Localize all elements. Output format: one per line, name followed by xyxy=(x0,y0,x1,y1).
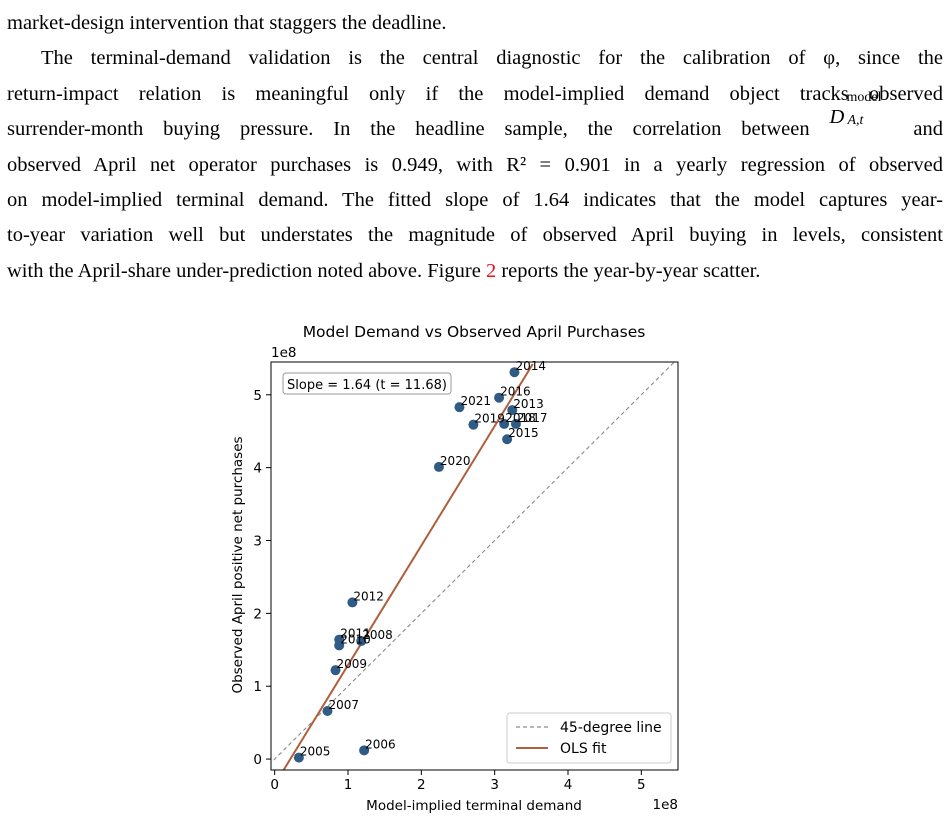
point-label-2009: 2009 xyxy=(337,657,368,671)
x-tick-label: 5 xyxy=(637,777,646,793)
point-label-2008: 2008 xyxy=(362,628,393,642)
point-label-2021: 2021 xyxy=(460,394,491,408)
legend: 45-degree line OLS fit xyxy=(506,712,672,764)
y-axis-label: Observed April positive net purchases xyxy=(230,436,246,693)
x-tick-label: 1 xyxy=(344,777,353,793)
slope-annotation-text: Slope = 1.64 (t = 11.68) xyxy=(287,378,447,393)
point-label-2015: 2015 xyxy=(508,426,539,440)
paper-body-text: market-design intervention that staggers… xyxy=(7,6,943,289)
d-symbol: D xyxy=(829,106,845,129)
d-subscript: A,t xyxy=(847,113,864,129)
point-label-2019: 2019 xyxy=(474,412,505,426)
data-point-2021 xyxy=(454,402,465,413)
point-label-2010: 2010 xyxy=(340,632,371,646)
data-point-2005 xyxy=(293,752,304,763)
point-label-2018: 2018 xyxy=(505,411,536,425)
data-point-2008 xyxy=(356,636,367,647)
x-tick-label: 3 xyxy=(490,777,499,793)
figure-2-link[interactable]: 2 xyxy=(485,259,497,282)
legend-box xyxy=(506,712,672,764)
plot-frame xyxy=(270,361,679,771)
y-tick-label: 2 xyxy=(253,606,262,622)
point-label-2006: 2006 xyxy=(365,737,396,751)
plot-area xyxy=(271,362,678,770)
point-label-2005: 2005 xyxy=(300,745,331,759)
data-point-2006 xyxy=(359,745,370,756)
data-point-2007 xyxy=(322,705,333,716)
point-label-2012: 2012 xyxy=(353,589,384,603)
paragraph-line-7-b: reports the year-by-year scatter. xyxy=(501,259,761,282)
y-tick-label: 3 xyxy=(253,534,262,550)
x-tick-label: 2 xyxy=(417,777,426,793)
x-axis-label: Model-implied terminal demand xyxy=(366,798,582,814)
point-label-2014: 2014 xyxy=(515,359,546,373)
legend-ols-label: OLS fit xyxy=(560,741,607,757)
paragraph-line-3-b: and xyxy=(913,118,944,141)
x-offset-label: 1e8 xyxy=(653,797,678,813)
paragraph-line-7: with the April-share under-prediction no… xyxy=(7,254,943,289)
slope-annotation-box xyxy=(282,372,452,395)
paragraph-line-4: observed April net operator purchases is… xyxy=(7,153,943,176)
paragraph-line-2: return-impact relation is meaningful onl… xyxy=(7,82,943,105)
data-point-2012 xyxy=(347,597,358,608)
data-points xyxy=(293,367,521,763)
y-tick-label: 5 xyxy=(253,388,262,404)
y-tick-label: 4 xyxy=(253,461,262,477)
ols-fit-line xyxy=(282,363,534,770)
data-point-2020 xyxy=(433,461,444,472)
data-point-2011 xyxy=(334,634,345,645)
paragraph-line-1: The terminal-demand validation is the ce… xyxy=(41,47,943,70)
data-point-2015 xyxy=(502,434,513,445)
data-point-2016 xyxy=(494,392,505,403)
legend-45-line-label: 45-degree line xyxy=(560,720,662,736)
paragraph-line-7-a: with the April-share under-prediction no… xyxy=(7,259,481,282)
d-superscript: model xyxy=(846,90,882,106)
y-tick-label: 0 xyxy=(253,752,262,768)
paragraph-line-3: surrender-month buying pressure. In the … xyxy=(7,91,944,147)
diagonal-45-line xyxy=(271,362,676,764)
x-tick-label: 0 xyxy=(270,777,279,793)
slope-annotation: Slope = 1.64 (t = 11.68) xyxy=(282,372,452,395)
point-label-2007: 2007 xyxy=(328,698,359,712)
data-point-2019 xyxy=(468,419,479,430)
data-point-2014 xyxy=(509,367,520,378)
point-label-2013: 2013 xyxy=(513,397,544,411)
paragraph-line-6: to-year variation well but understates t… xyxy=(7,224,943,247)
data-point-2017 xyxy=(510,418,521,429)
chart-title: Model Demand vs Observed April Purchases xyxy=(303,323,646,341)
point-label-2011: 2011 xyxy=(340,627,371,641)
axis-ticks: 0 1 2 3 4 5 0 1 2 3 4 5 xyxy=(253,388,645,793)
point-label-2017: 2017 xyxy=(517,411,548,425)
x-tick-label: 4 xyxy=(564,777,573,793)
data-point-2009 xyxy=(330,665,341,676)
plot-layer xyxy=(270,361,679,771)
y-tick-label: 1 xyxy=(253,679,262,695)
point-label-2016: 2016 xyxy=(500,385,531,399)
paragraph-prev-end: market-design intervention that staggers… xyxy=(7,12,447,34)
data-point-2018 xyxy=(499,418,510,429)
data-point-2013 xyxy=(507,405,518,416)
paragraph-line-3-a: surrender-month buying pressure. In the … xyxy=(7,118,810,141)
y-offset-label: 1e8 xyxy=(271,345,296,361)
paragraph-line-5: on model-implied terminal demand. The fi… xyxy=(7,189,943,212)
point-label-2020: 2020 xyxy=(440,454,471,468)
